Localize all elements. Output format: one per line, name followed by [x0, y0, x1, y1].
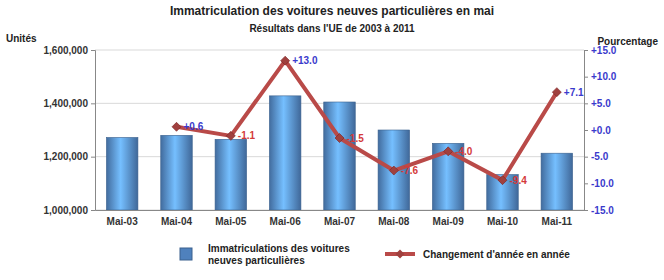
tick-label: Mai-03	[107, 216, 139, 227]
data-label: +13.0	[292, 55, 318, 66]
data-label: -1.5	[347, 133, 365, 144]
tick-label: 1,400,000	[44, 98, 89, 109]
marker	[444, 147, 453, 156]
tick: 1,000,000	[44, 205, 96, 216]
tick-mark	[584, 210, 588, 211]
tick-mark	[584, 130, 588, 131]
tick-mark	[91, 50, 95, 51]
legend-symbol	[180, 248, 192, 260]
data-label: -1.1	[238, 130, 256, 141]
tick-label: Mai-11	[542, 216, 573, 227]
tick: +10.0	[584, 71, 617, 82]
tick: 1,200,000	[44, 151, 96, 162]
tick: -5.0	[584, 151, 609, 162]
tick-label: Mai-04	[161, 216, 193, 227]
axis-line	[91, 51, 96, 211]
marker	[498, 176, 507, 185]
tick-mark	[91, 210, 95, 211]
x-axis: Mai-03 Mai-04 Mai-05 Mai-06 Mai-07 Mai-08 Mai-…	[96, 211, 585, 228]
legend-item: Immatriculations des voituresneuves part…	[180, 243, 350, 266]
tick-label: +5.0	[591, 98, 611, 109]
plot: +0.6 -1.1 +13.0 -1.5 -7.6 -4.0 -9.4 +7.1 1,000,0…	[44, 45, 617, 227]
tick: Mai-03	[107, 216, 139, 227]
bar	[324, 102, 356, 210]
grid	[95, 50, 584, 210]
legend-symbol	[396, 250, 405, 259]
tick-label: Mai-06	[270, 216, 302, 227]
tick: Mai-07	[324, 216, 356, 227]
tick-label: 1,600,000	[44, 45, 89, 56]
axis-line	[96, 210, 585, 211]
tick: -10.0	[584, 178, 614, 189]
tick-label: 1,200,000	[44, 151, 89, 162]
legend-item: Changement d'année en année	[385, 249, 570, 260]
tick-label: +15.0	[591, 45, 617, 56]
tick: +0.0	[584, 125, 611, 136]
tick-mark	[91, 103, 95, 104]
tick-mark	[91, 157, 95, 158]
tick: 1,400,000	[44, 98, 96, 109]
tick-label: 1,000,000	[44, 205, 89, 216]
marker	[389, 166, 398, 175]
tick: Mai-09	[433, 216, 465, 227]
tick-mark	[584, 77, 588, 78]
tick: -15.0	[584, 205, 614, 216]
tick-mark	[584, 103, 588, 104]
tick-label: -5.0	[591, 151, 609, 162]
tick-label: Mai-10	[487, 216, 519, 227]
bar	[106, 137, 138, 210]
tick: Mai-08	[378, 216, 410, 227]
tick-label: Mai-08	[378, 216, 410, 227]
title: Immatriculation des voitures neuves part…	[170, 4, 494, 18]
tick-label: -15.0	[591, 205, 614, 216]
data-label: -7.6	[401, 165, 419, 176]
marker	[552, 88, 561, 97]
legend-label: Immatriculations des voituresneuves part…	[208, 243, 350, 266]
line	[177, 61, 557, 180]
grid-line	[95, 50, 584, 51]
marker	[335, 134, 344, 143]
tick: Mai-05	[215, 216, 247, 227]
data-label: +7.1	[564, 87, 584, 98]
tick: +15.0	[584, 45, 617, 56]
tick: +5.0	[584, 98, 611, 109]
tick-label: Mai-05	[215, 216, 247, 227]
bars	[106, 96, 572, 210]
chart: Immatriculation des voitures neuves part…	[0, 0, 664, 280]
data-label: -4.0	[455, 146, 473, 157]
marker	[226, 131, 235, 140]
tick-label: +0.0	[591, 125, 611, 136]
marks	[106, 56, 572, 210]
tick-mark	[584, 157, 588, 158]
legend-label: Changement d'année en année	[423, 249, 570, 260]
legend: Immatriculations des voituresneuves part…	[180, 243, 570, 266]
tick: Mai-11	[542, 216, 573, 227]
data-labels: +0.6 -1.1 +13.0 -1.5 -7.6 -4.0 -9.4 +7.1	[184, 55, 585, 185]
y-axis: 1,000,000 1,200,000 1,400,000 1,600,000	[44, 45, 96, 216]
bar	[215, 139, 247, 210]
tick-label: -10.0	[591, 178, 614, 189]
tick-mark	[584, 50, 588, 51]
data-label: +0.6	[184, 121, 204, 132]
tick: Mai-10	[487, 216, 519, 227]
marker	[281, 56, 290, 65]
tick-label: Mai-09	[433, 216, 465, 227]
tick-label: +10.0	[591, 71, 617, 82]
data-label: -9.4	[510, 175, 528, 186]
y-axis-title: Unités	[6, 33, 37, 44]
bar	[269, 96, 301, 210]
tick: 1,600,000	[44, 45, 96, 56]
tick-mark	[584, 183, 588, 184]
tick: Mai-04	[161, 216, 193, 227]
marker	[172, 122, 181, 131]
subtitle: Résultats dans l'UE de 2003 à 2011	[249, 23, 415, 34]
bar	[161, 135, 193, 210]
tick-label: Mai-07	[324, 216, 356, 227]
y2-axis: +15.0 +10.0 +5.0 +0.0 -5.0 -10.0 -15.0	[584, 45, 617, 216]
bar	[541, 153, 573, 210]
axis-line	[585, 51, 589, 211]
tick: Mai-06	[270, 216, 302, 227]
